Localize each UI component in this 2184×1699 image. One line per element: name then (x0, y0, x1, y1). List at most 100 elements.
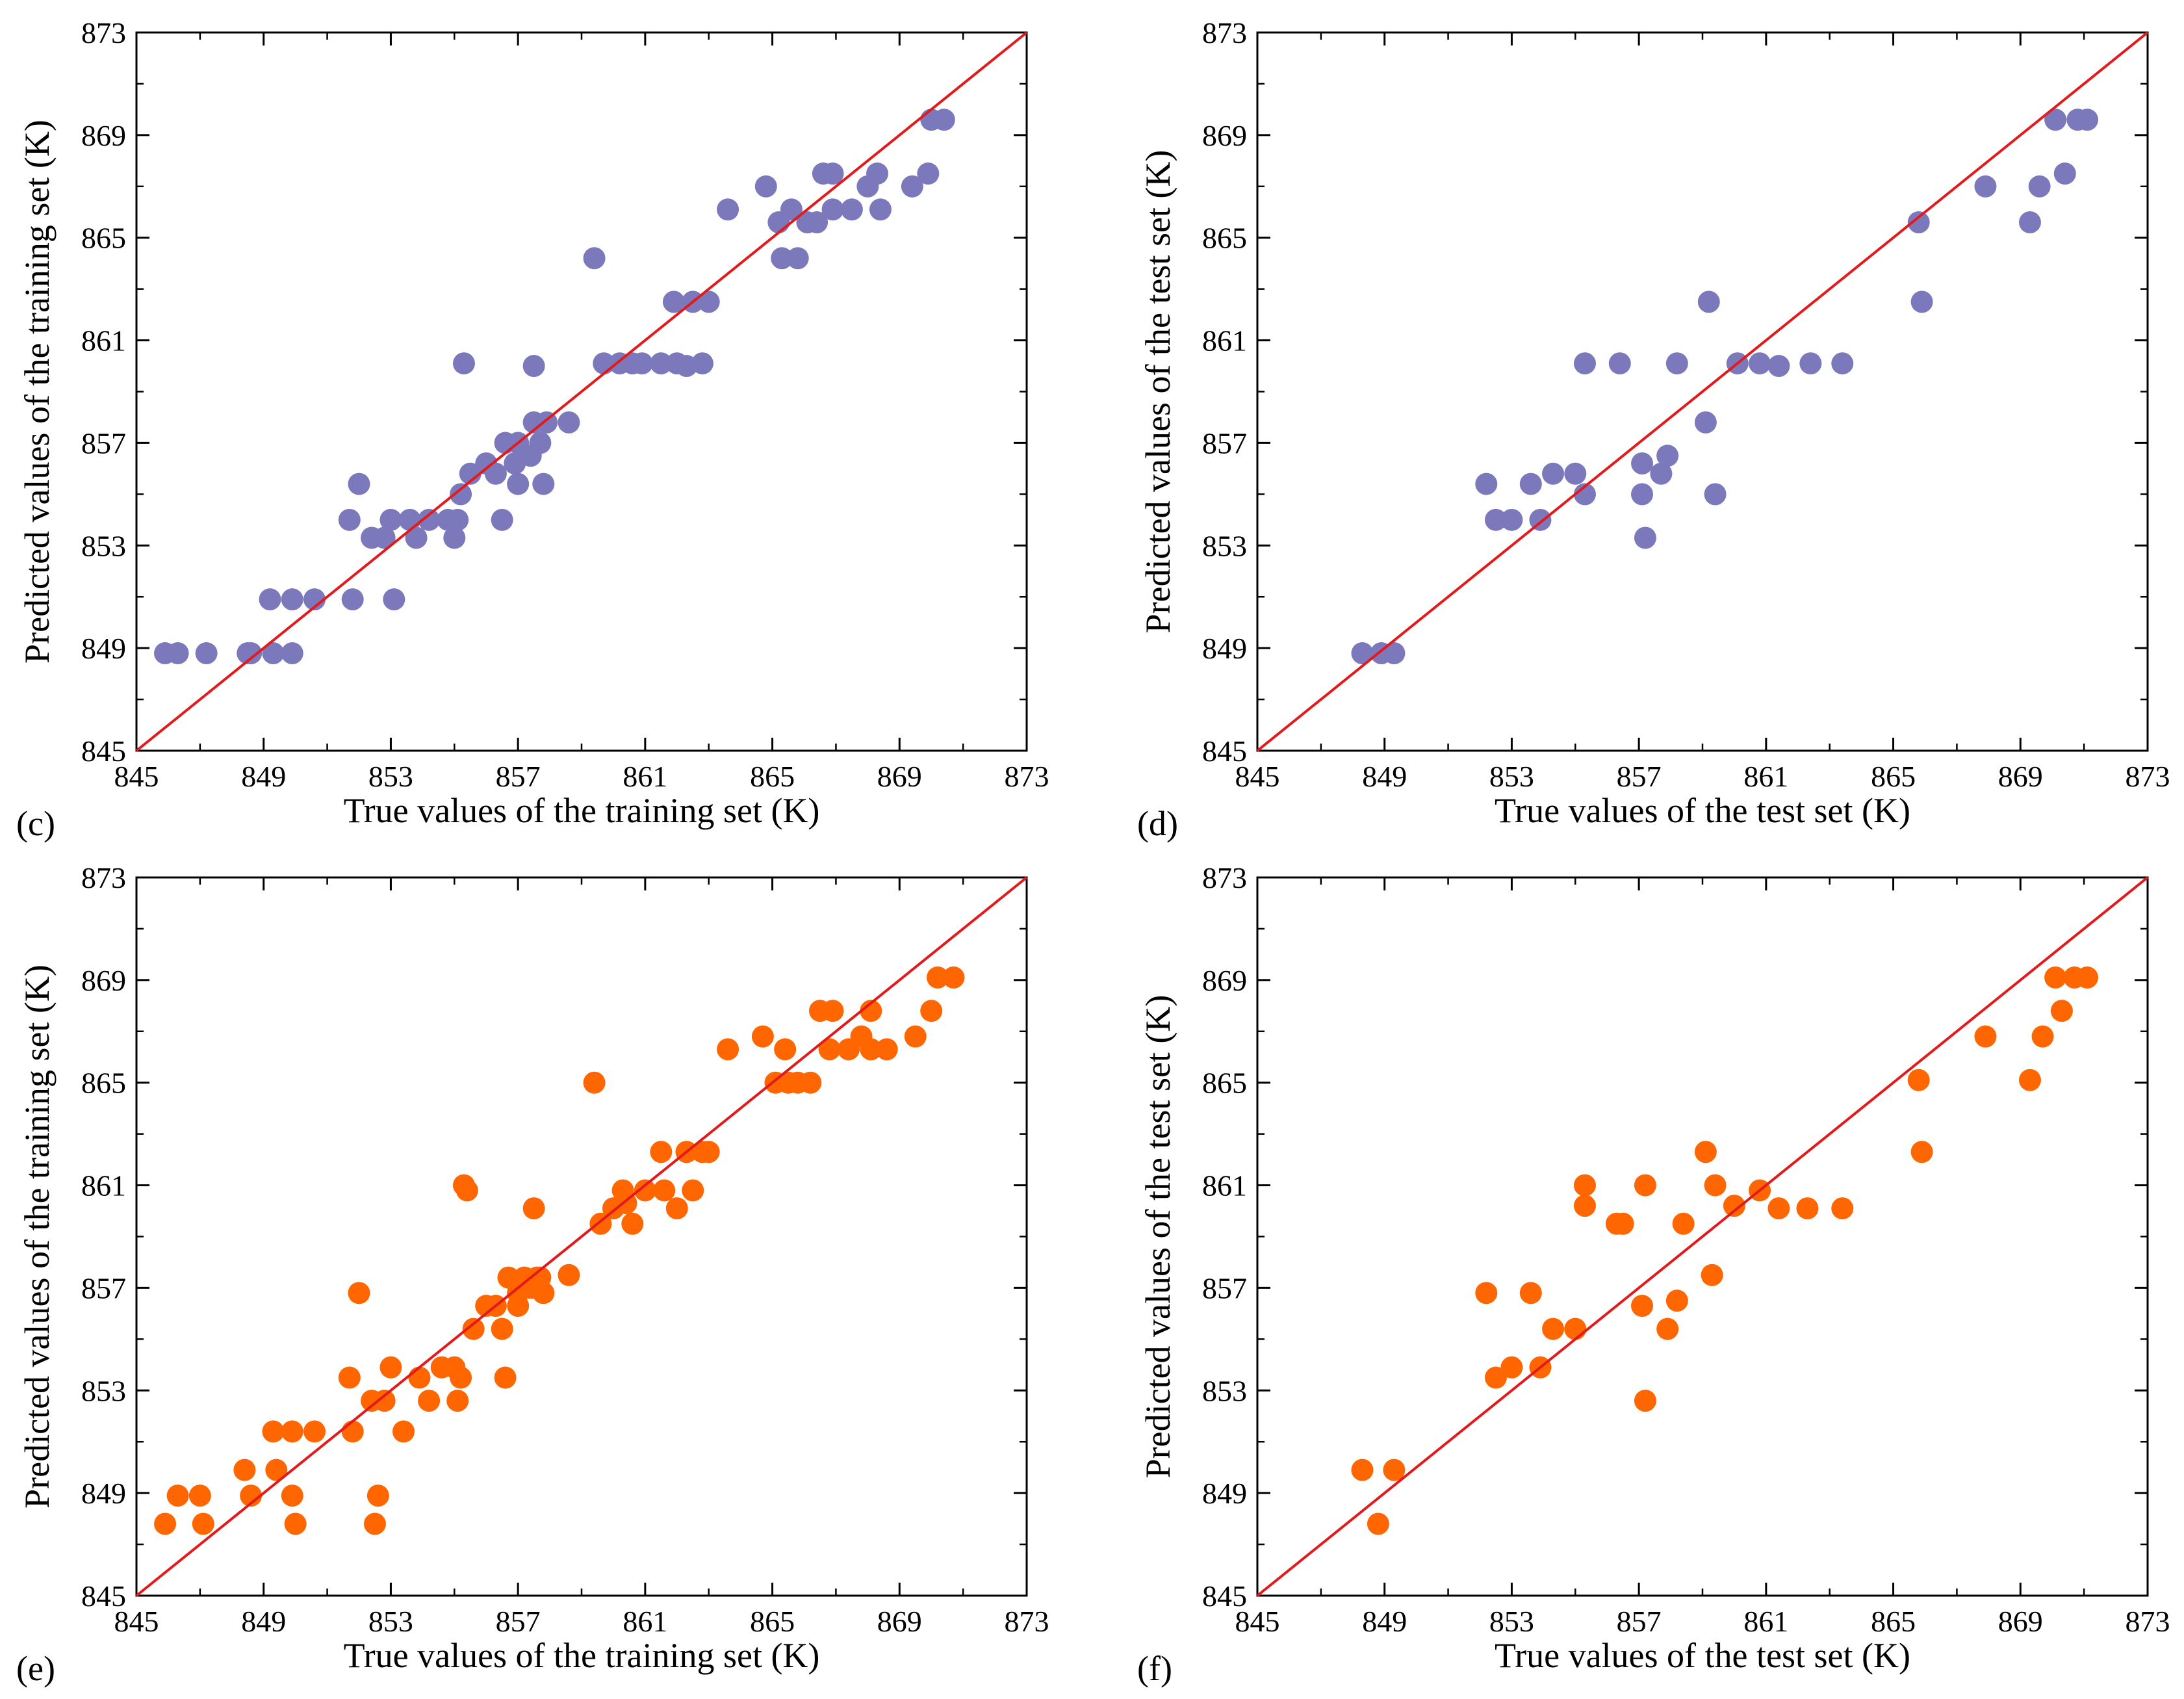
data-point (532, 473, 555, 495)
data-point (901, 175, 923, 198)
data-point (1694, 1141, 1717, 1163)
data-point (821, 198, 844, 221)
data-point (522, 1197, 545, 1220)
y-tick-label: 861 (81, 1169, 126, 1202)
data-point (2076, 966, 2099, 989)
data-point (1907, 1069, 1930, 1091)
data-point (507, 473, 530, 495)
x-tick-label: 845 (1235, 1605, 1280, 1638)
y-axis-title: Predicted values of the training set (K) (18, 120, 57, 664)
data-point (491, 1317, 513, 1340)
data-point (265, 1459, 288, 1481)
data-point (860, 1000, 882, 1022)
x-tick-label: 865 (750, 760, 795, 793)
x-axis-title: True values of the test set (K) (1495, 791, 1910, 830)
data-point (1704, 483, 1727, 506)
data-point (1749, 352, 1771, 375)
data-point (621, 1212, 644, 1235)
data-point (443, 526, 466, 549)
x-tick-label: 857 (1617, 760, 1662, 793)
data-point (2031, 1025, 2054, 1048)
y-tick-label: 845 (81, 734, 126, 768)
data-point (1831, 352, 1854, 375)
data-point (484, 462, 507, 485)
data-point (653, 1179, 676, 1202)
data-point (383, 588, 405, 611)
y-tick-label: 873 (81, 16, 126, 49)
y-tick-label: 845 (1202, 734, 1247, 768)
reference-line (1256, 876, 2149, 1597)
data-point (1650, 462, 1673, 485)
data-point (1767, 1197, 1790, 1220)
data-point (348, 1282, 370, 1304)
data-point (1383, 642, 1406, 665)
data-point (942, 966, 965, 989)
data-point (1907, 211, 1930, 234)
x-tick-label: 873 (1005, 760, 1049, 793)
x-tick-label: 849 (241, 760, 286, 793)
y-tick-label: 857 (1202, 1271, 1247, 1304)
data-point (1631, 452, 1654, 474)
data-point (1723, 1195, 1745, 1217)
data-point (1519, 1282, 1542, 1304)
data-point (650, 1141, 673, 1163)
data-point (1573, 483, 1596, 506)
data-point (392, 1420, 415, 1443)
x-axis-title: True values of the training set (K) (344, 1636, 820, 1675)
data-point (1656, 445, 1679, 467)
data-point (875, 1038, 898, 1061)
data-point (338, 1366, 361, 1389)
data-point (262, 642, 285, 665)
panel-label: (d) (1137, 804, 1178, 843)
y-tick-label: 873 (1202, 16, 1247, 49)
x-tick-label: 853 (1489, 760, 1534, 793)
x-tick-label: 857 (1617, 1605, 1662, 1638)
data-point (188, 1485, 211, 1507)
data-point (446, 508, 469, 531)
x-tick-label: 853 (368, 760, 413, 793)
data-point (1542, 1317, 1565, 1340)
data-point (1573, 1174, 1596, 1197)
data-point (341, 1420, 364, 1443)
data-point (1694, 411, 1717, 434)
data-point (717, 1038, 739, 1061)
data-point (558, 1264, 580, 1286)
data-point (1665, 1290, 1688, 1312)
data-point (1704, 1174, 1727, 1197)
x-tick-label: 849 (1362, 760, 1407, 793)
data-point (860, 1038, 882, 1061)
data-point (491, 508, 513, 531)
y-tick-label: 869 (81, 964, 126, 997)
data-point (1634, 1390, 1656, 1412)
y-tick-label: 861 (1202, 324, 1247, 357)
data-point (1974, 175, 1997, 198)
x-tick-label: 865 (1871, 760, 1916, 793)
data-point (233, 1459, 256, 1481)
data-point (1767, 355, 1790, 378)
x-tick-label: 849 (1362, 1605, 1407, 1638)
data-point (1974, 1025, 1997, 1048)
data-point (1831, 1197, 1854, 1220)
data-point (1475, 1282, 1498, 1304)
data-point (450, 1366, 472, 1389)
y-tick-label: 845 (81, 1579, 126, 1613)
data-point (166, 1485, 189, 1507)
data-point (821, 1000, 844, 1022)
data-point (405, 526, 428, 549)
data-point (459, 462, 482, 485)
data-point (1573, 352, 1596, 375)
data-point (751, 1025, 774, 1048)
data-point (1665, 352, 1688, 375)
data-point (452, 352, 475, 375)
data-point (691, 352, 713, 375)
data-point (1351, 1459, 1374, 1481)
data-point (373, 526, 396, 549)
x-tick-label: 865 (1871, 1605, 1916, 1638)
y-tick-label: 853 (1202, 529, 1247, 562)
data-point (1631, 1295, 1654, 1317)
data-point (529, 432, 552, 454)
data-point (697, 1141, 720, 1163)
data-point (665, 1197, 688, 1220)
data-point (1500, 1356, 1523, 1379)
